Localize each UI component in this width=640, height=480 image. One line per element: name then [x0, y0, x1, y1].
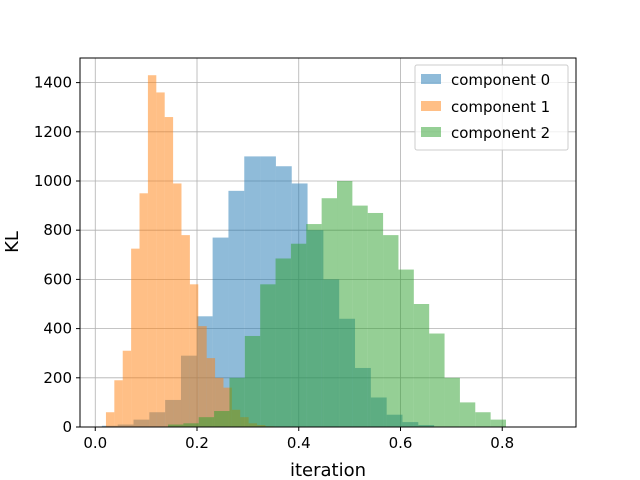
histogram-bar-component-0: [228, 190, 245, 427]
plot-frame: [79, 57, 577, 428]
y-tick-label: 1400: [34, 74, 72, 92]
histogram-bar-component-2: [244, 335, 261, 427]
histogram-bar-component-1: [223, 387, 232, 427]
legend-label-component-2: component 2: [451, 124, 550, 142]
histogram-bar-component-2: [398, 269, 414, 427]
histogram-bar-component-2: [383, 235, 399, 427]
histogram-bar-component-2: [183, 423, 199, 427]
histogram-bar-component-2: [321, 198, 338, 427]
histogram-bar-component-1: [114, 380, 123, 427]
histogram-bar-component-1: [189, 284, 199, 427]
histogram-bar-component-2: [306, 224, 322, 427]
y-tick-label: 1200: [34, 123, 72, 141]
x-tick-label: 0.6: [389, 434, 413, 452]
histogram-bar-component-2: [444, 377, 460, 427]
histogram-bar-component-1: [198, 326, 207, 427]
y-tick-label: 800: [43, 221, 72, 239]
y-axis-label: KL: [2, 231, 23, 253]
histogram-bar-component-2: [214, 411, 230, 427]
histogram-bar-component-1: [173, 183, 182, 427]
bars: [101, 75, 507, 428]
histogram-bar-component-1: [181, 235, 190, 427]
y-tick-label: 1000: [34, 172, 72, 190]
legend-label-component-1: component 1: [451, 98, 550, 116]
histogram-bar-component-2: [290, 243, 307, 427]
histogram-bar-component-2: [429, 333, 445, 427]
legend: component 0 component 1 component 2: [414, 64, 569, 151]
y-tick-label: 0: [62, 418, 72, 436]
histogram-bar-component-2: [475, 412, 491, 427]
legend-swatch-component-0: [421, 74, 441, 84]
histogram-bar-component-1: [131, 248, 140, 427]
histogram-bar-component-1: [105, 412, 115, 427]
histogram-bar-component-1: [206, 358, 216, 427]
histogram-bar-component-2: [337, 181, 353, 427]
histogram-bar-component-2: [229, 377, 245, 427]
histogram-bar-component-2: [459, 402, 476, 427]
histogram-bar-component-2: [413, 304, 430, 427]
legend-swatch-component-2: [421, 127, 441, 137]
histogram-bar-component-2: [198, 417, 215, 427]
x-tick-label: 0.4: [287, 434, 311, 452]
x-axis-label: iteration: [290, 460, 366, 480]
histogram-bar-component-1: [139, 193, 148, 427]
x-tick-label: 0.8: [490, 434, 514, 452]
histogram-bar-component-1: [164, 117, 174, 427]
axis-ticks: 0.0 0.2 0.4 0.6 0.8 0 200 400 600 800 1000 1200 1400: [34, 74, 514, 452]
histogram-bar-component-1: [122, 350, 132, 427]
y-tick-label: 200: [43, 369, 72, 387]
y-tick-label: 400: [43, 320, 72, 338]
legend-swatch-component-1: [421, 101, 441, 111]
histogram-bar-component-2: [168, 424, 184, 427]
histogram-bar-component-1: [215, 377, 224, 427]
histogram-bar-component-2: [275, 258, 291, 427]
histogram-bar-component-2: [367, 212, 384, 427]
x-tick-label: 0.0: [83, 434, 107, 452]
x-tick-label: 0.2: [185, 434, 209, 452]
histogram-bar-component-2: [490, 419, 507, 427]
legend-box: [414, 64, 569, 151]
histogram-bar-component-1: [147, 75, 157, 427]
histogram-bar-component-1: [156, 92, 165, 427]
legend-label-component-0: component 0: [451, 71, 550, 89]
y-tick-label: 600: [43, 270, 72, 288]
histogram-bar-component-2: [352, 205, 368, 427]
histogram-bar-component-2: [260, 284, 276, 427]
